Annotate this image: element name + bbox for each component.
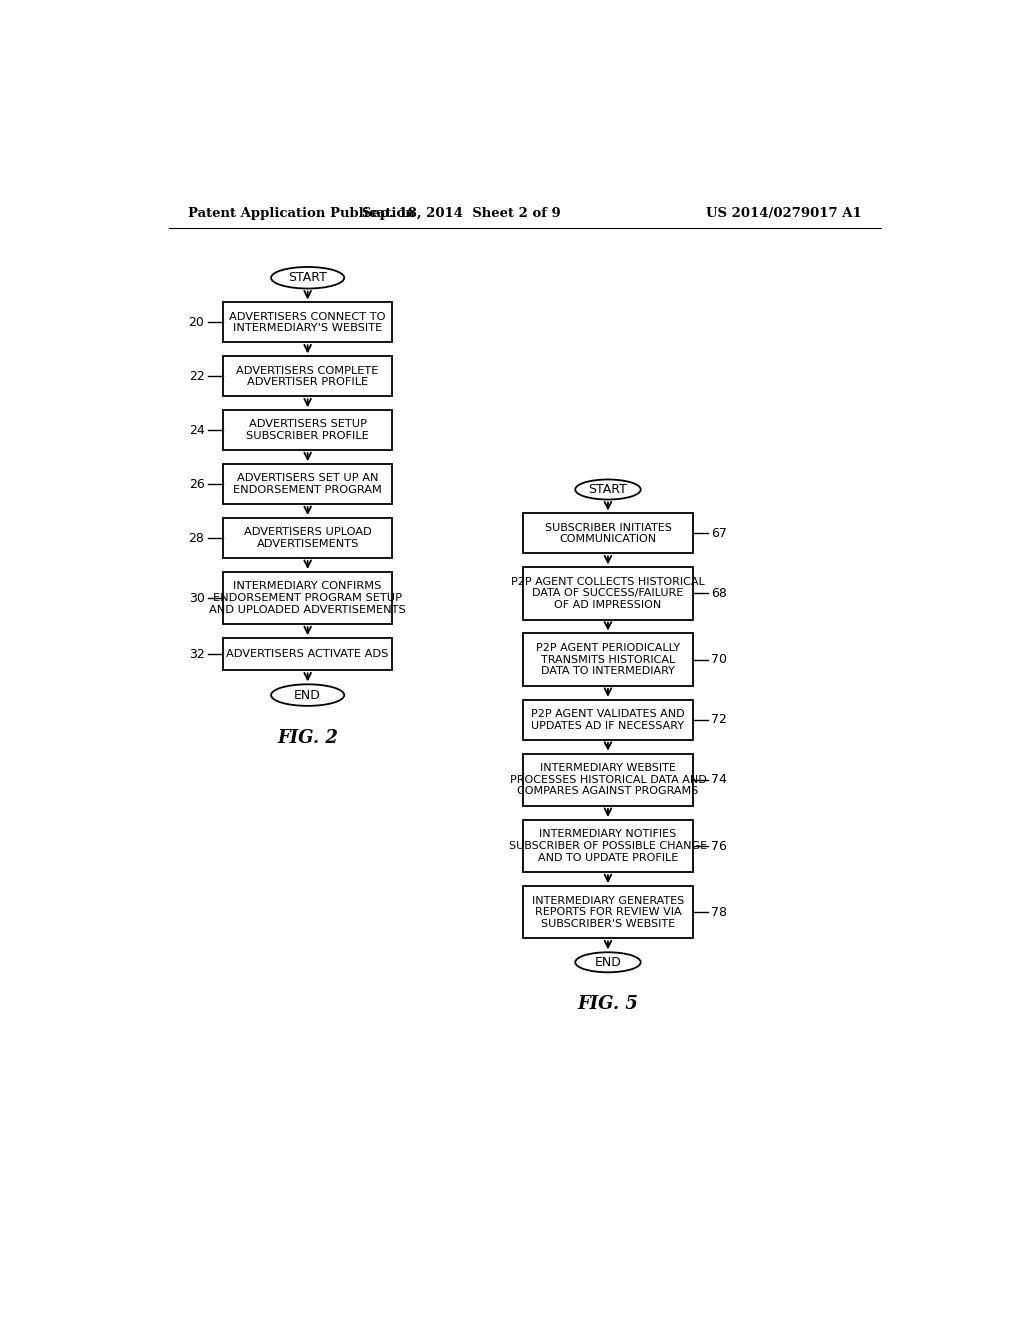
Text: ADVERTISERS UPLOAD
ADVERTISEMENTS: ADVERTISERS UPLOAD ADVERTISEMENTS [244,527,372,549]
Text: 20: 20 [188,315,205,329]
Text: 30: 30 [188,591,205,605]
Text: P2P AGENT VALIDATES AND
UPDATES AD IF NECESSARY: P2P AGENT VALIDATES AND UPDATES AD IF NE… [531,709,685,730]
Text: Patent Application Publication: Patent Application Publication [188,207,415,220]
Text: ADVERTISERS SET UP AN
ENDORSEMENT PROGRAM: ADVERTISERS SET UP AN ENDORSEMENT PROGRA… [233,474,382,495]
Text: 72: 72 [711,713,727,726]
Text: FIG. 5: FIG. 5 [578,995,638,1014]
Text: END: END [294,689,322,702]
Text: 70: 70 [711,653,727,667]
Text: INTERMEDIARY CONFIRMS
ENDORSEMENT PROGRAM SETUP
AND UPLOADED ADVERTISEMENTS: INTERMEDIARY CONFIRMS ENDORSEMENT PROGRA… [209,582,407,615]
Text: 67: 67 [711,527,727,540]
Text: 68: 68 [711,587,727,601]
Text: ADVERTISERS CONNECT TO
INTERMEDIARY'S WEBSITE: ADVERTISERS CONNECT TO INTERMEDIARY'S WE… [229,312,386,333]
Text: INTERMEDIARY NOTIFIES
SUBSCRIBER OF POSSIBLE CHANGE
AND TO UPDATE PROFILE: INTERMEDIARY NOTIFIES SUBSCRIBER OF POSS… [509,829,707,862]
Text: P2P AGENT PERIODICALLY
TRANSMITS HISTORICAL
DATA TO INTERMEDIARY: P2P AGENT PERIODICALLY TRANSMITS HISTORI… [536,643,680,676]
Text: END: END [595,956,622,969]
Text: ADVERTISERS COMPLETE
ADVERTISER PROFILE: ADVERTISERS COMPLETE ADVERTISER PROFILE [237,366,379,387]
Text: 32: 32 [188,648,205,661]
Text: 22: 22 [188,370,205,383]
Text: START: START [589,483,628,496]
Text: INTERMEDIARY GENERATES
REPORTS FOR REVIEW VIA
SUBSCRIBER'S WEBSITE: INTERMEDIARY GENERATES REPORTS FOR REVIE… [531,896,684,929]
Text: ADVERTISERS ACTIVATE ADS: ADVERTISERS ACTIVATE ADS [226,649,389,659]
Text: 78: 78 [711,906,727,919]
Text: SUBSCRIBER INITIATES
COMMUNICATION: SUBSCRIBER INITIATES COMMUNICATION [545,523,672,544]
Text: START: START [288,271,327,284]
Text: 24: 24 [188,424,205,437]
Text: US 2014/0279017 A1: US 2014/0279017 A1 [707,207,862,220]
Text: 26: 26 [188,478,205,491]
Text: 76: 76 [711,840,727,853]
Text: FIG. 2: FIG. 2 [278,729,338,747]
Text: ADVERTISERS SETUP
SUBSCRIBER PROFILE: ADVERTISERS SETUP SUBSCRIBER PROFILE [247,420,369,441]
Text: INTERMEDIARY WEBSITE
PROCESSES HISTORICAL DATA AND
COMPARES AGAINST PROGRAMS: INTERMEDIARY WEBSITE PROCESSES HISTORICA… [510,763,707,796]
Text: Sep. 18, 2014  Sheet 2 of 9: Sep. 18, 2014 Sheet 2 of 9 [362,207,561,220]
Text: 28: 28 [188,532,205,545]
Text: P2P AGENT COLLECTS HISTORICAL
DATA OF SUCCESS/FAILURE
OF AD IMPRESSION: P2P AGENT COLLECTS HISTORICAL DATA OF SU… [511,577,705,610]
Text: 74: 74 [711,774,727,787]
